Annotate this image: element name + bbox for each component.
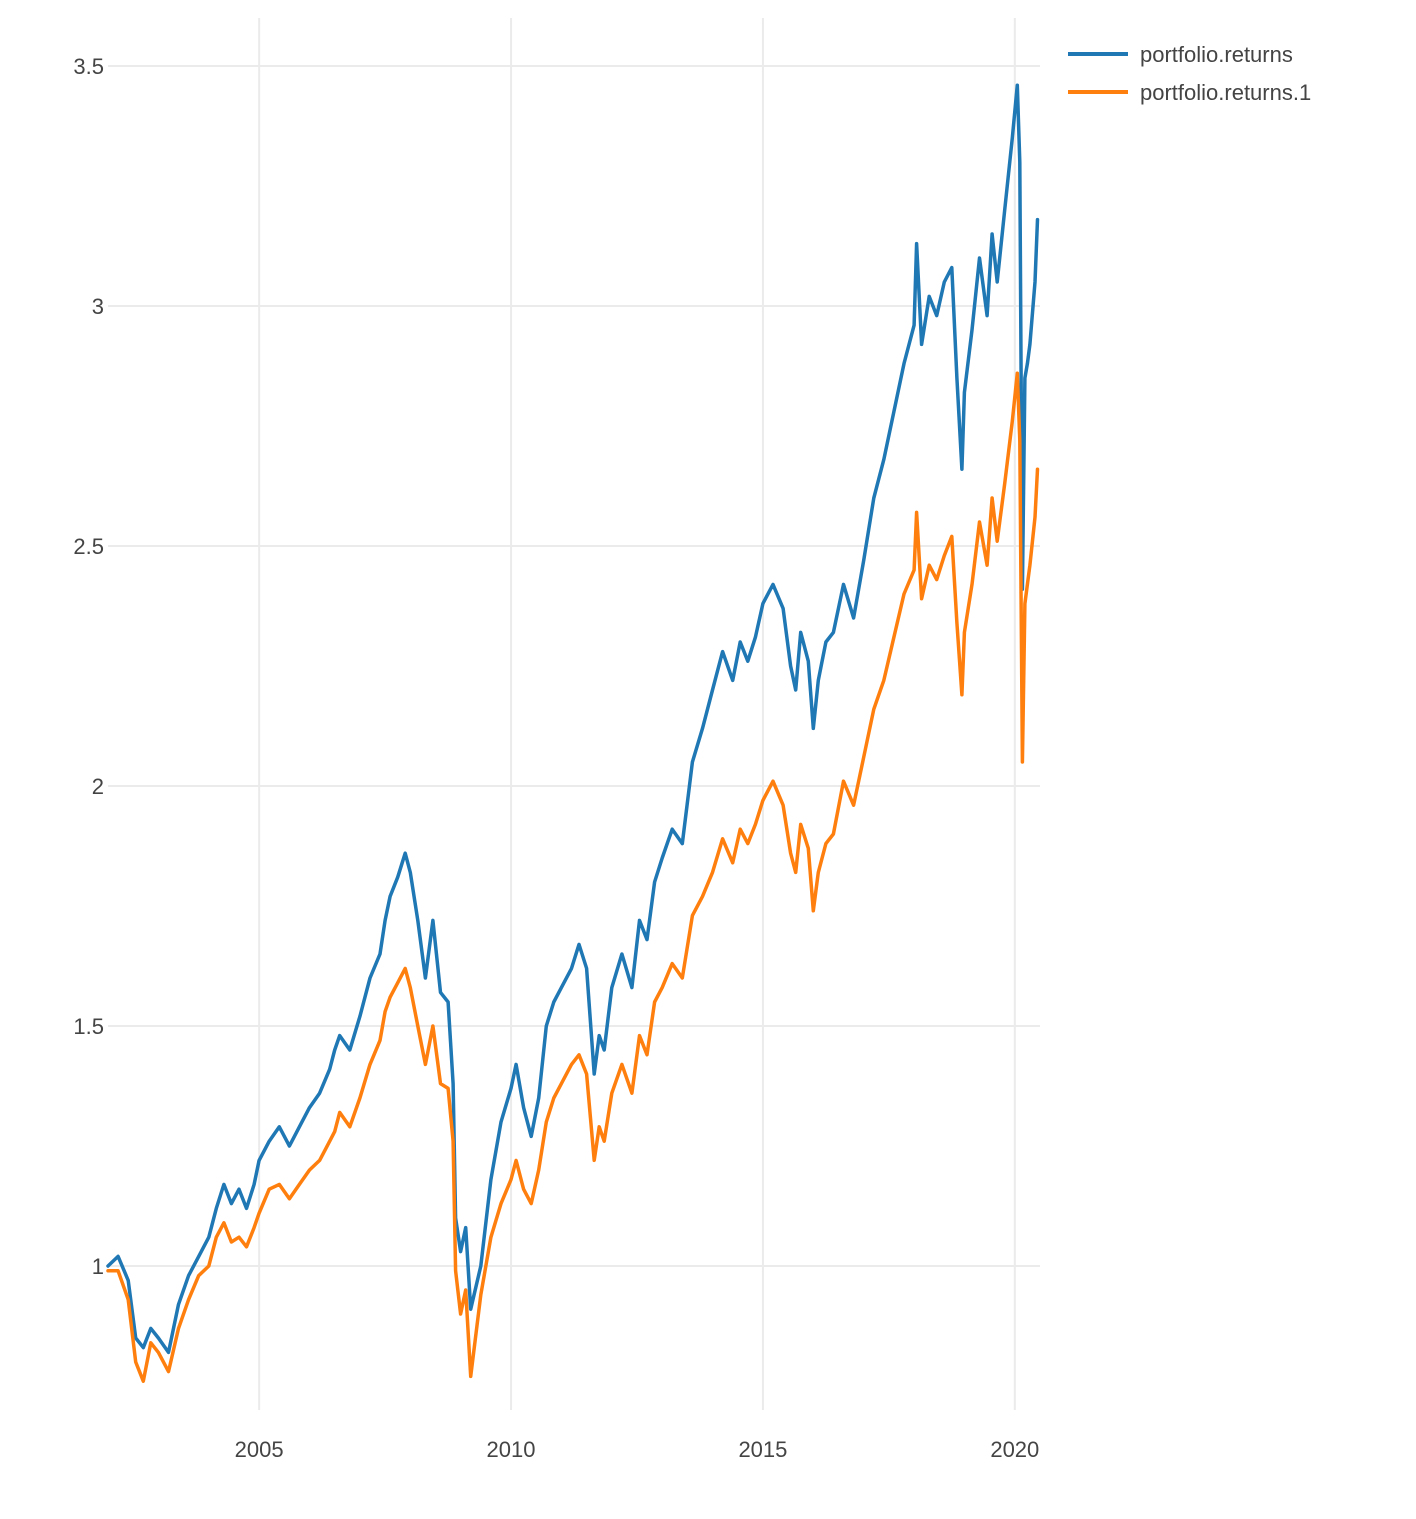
legend-item-1[interactable]: portfolio.returns [1068, 42, 1293, 67]
series-line-2[interactable] [106, 371, 1040, 1383]
axis-ticks: 2005 2010 2015 2020 1 1.5 2 2.5 3 3.5 [73, 54, 1039, 1462]
legend[interactable]: portfolio.returns portfolio.returns.1 [1068, 42, 1311, 105]
y-tick-label: 3 [92, 294, 104, 319]
x-tick-label: 2005 [235, 1437, 284, 1462]
grid [108, 18, 1040, 1410]
legend-label: portfolio.returns [1140, 42, 1293, 67]
series-lines [106, 83, 1040, 1383]
x-tick-label: 2015 [738, 1437, 787, 1462]
x-tick-label: 2010 [487, 1437, 536, 1462]
y-tick-label: 1 [92, 1254, 104, 1279]
y-tick-label: 2 [92, 774, 104, 799]
legend-label: portfolio.returns.1 [1140, 80, 1311, 105]
y-tick-label: 1.5 [73, 1014, 104, 1039]
y-tick-label: 3.5 [73, 54, 104, 79]
series-line-1[interactable] [106, 83, 1040, 1355]
legend-item-2[interactable]: portfolio.returns.1 [1068, 80, 1311, 105]
y-tick-label: 2.5 [73, 534, 104, 559]
x-tick-label: 2020 [990, 1437, 1039, 1462]
